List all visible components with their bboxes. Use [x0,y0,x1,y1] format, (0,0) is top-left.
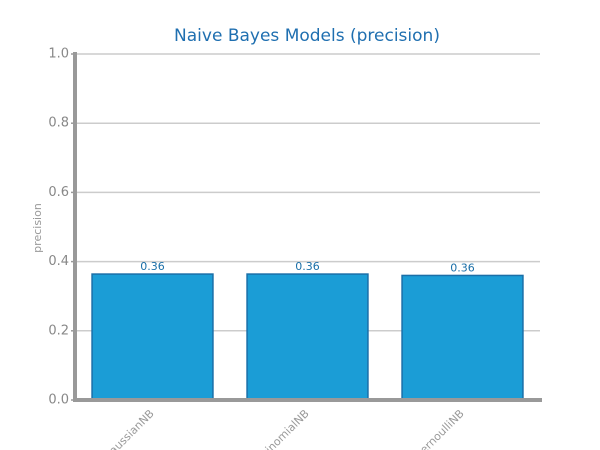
x-tick-label: GaussianNB [101,407,157,450]
y-tick-label: 0.8 [48,116,69,131]
y-tick-label: 1.0 [48,47,69,62]
chart-title: Naive Bayes Models (precision) [174,26,440,46]
x-tick-label: BernoulliNB [412,407,467,450]
bar [91,273,214,401]
y-tick-label: 0.4 [48,254,69,269]
bar [401,274,524,401]
bar [246,273,369,401]
x-tick-label: MultinomialNB [246,407,312,450]
value-label: 0.36 [295,260,320,273]
value-label: 0.36 [140,260,165,273]
value-label: 0.36 [450,261,475,274]
y-axis-label: precision [31,203,44,253]
y-tick-label: 0.0 [48,393,69,408]
y-tick-label: 0.6 [48,185,69,200]
y-tick-label: 0.2 [48,323,69,338]
